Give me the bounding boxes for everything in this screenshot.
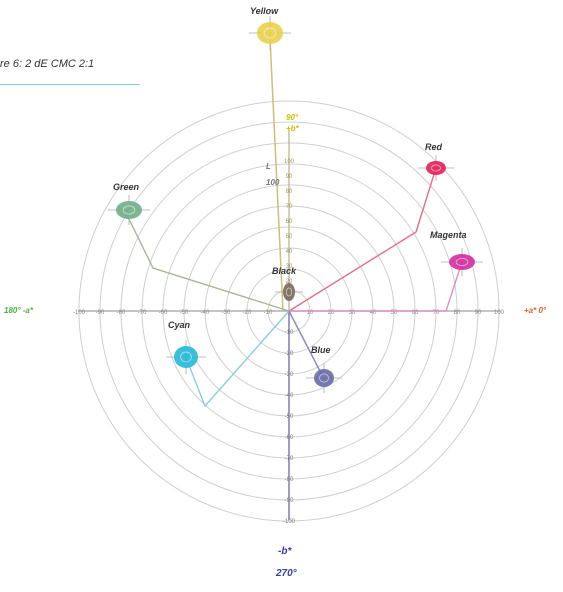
b-axis-tick-label: -40 bbox=[285, 393, 294, 399]
cyan-connector-line bbox=[184, 310, 290, 408]
a-axis-tick-label: 50 bbox=[391, 310, 398, 316]
black-label: Black bbox=[272, 266, 297, 276]
magenta-ellipse-inner bbox=[455, 257, 469, 266]
blue-ellipse-inner bbox=[319, 373, 329, 383]
b-axis-pos-tick-label: 30 bbox=[286, 264, 293, 270]
a-axis-tick-label: 30 bbox=[349, 310, 356, 316]
a-axis-tick-label: -90 bbox=[96, 310, 105, 316]
cyan-ellipse bbox=[174, 346, 198, 368]
red-ellipse-inner bbox=[431, 164, 441, 172]
b-axis-tick-label: -70 bbox=[285, 456, 294, 462]
left-axis-label: 180° -a* bbox=[4, 306, 33, 315]
top-tick-bplus: +b* bbox=[286, 124, 299, 133]
blue-ellipse bbox=[314, 369, 334, 387]
b-axis-pos-tick-label: 70 bbox=[286, 204, 293, 210]
b-axis-tick-label: -100 bbox=[283, 519, 296, 525]
blue-label: Blue bbox=[311, 345, 331, 355]
green-connector-line bbox=[125, 212, 290, 312]
b-axis-tick-label: -90 bbox=[285, 498, 294, 504]
yellow-ellipse-inner bbox=[263, 27, 277, 39]
yellow-label: Yellow bbox=[250, 6, 279, 16]
l-axis-label: L bbox=[266, 162, 271, 171]
a-axis-tick-label: 10 bbox=[307, 310, 314, 316]
bottom-angle-label: 270° bbox=[276, 568, 297, 579]
black-ellipse bbox=[283, 283, 295, 301]
a-axis-tick-label: -60 bbox=[159, 310, 168, 316]
a-axis-tick-label: -100 bbox=[73, 310, 86, 316]
b-axis-pos-tick-label: 40 bbox=[286, 249, 293, 255]
a-axis-tick-label: -50 bbox=[180, 310, 189, 316]
a-axis-tick-label: 90 bbox=[475, 310, 482, 316]
b-axis-tick-label: -60 bbox=[285, 435, 294, 441]
a-axis-tick-label: 40 bbox=[370, 310, 377, 316]
b-axis-pos-tick-label: 50 bbox=[286, 234, 293, 240]
b-axis-pos-tick-label: 100 bbox=[284, 159, 295, 165]
b-axis-tick-label: -20 bbox=[285, 351, 294, 357]
top-tick-90: 90° bbox=[286, 113, 299, 122]
caption-divider bbox=[0, 84, 140, 85]
b-axis-tick-label: -50 bbox=[285, 414, 294, 420]
b-axis-tick-label: -30 bbox=[285, 372, 294, 378]
a-axis-tick-label: -80 bbox=[117, 310, 126, 316]
red-ellipse bbox=[426, 161, 446, 175]
a-axis-tick-label: 20 bbox=[328, 310, 335, 316]
yellow-lightness-line bbox=[269, 37, 284, 312]
l-axis-value: 100 bbox=[266, 178, 280, 187]
a-axis-tick-label: 80 bbox=[454, 310, 461, 316]
magenta-label: Magenta bbox=[430, 230, 467, 240]
magenta-connector-line bbox=[289, 261, 463, 312]
red-label: Red bbox=[425, 142, 443, 152]
b-axis-pos-tick-label: 80 bbox=[286, 189, 293, 195]
green-ellipse bbox=[116, 201, 142, 219]
right-axis-label: +a* 0° bbox=[524, 306, 547, 315]
a-axis-tick-label: -10 bbox=[264, 310, 273, 316]
a-axis-tick-label: -20 bbox=[243, 310, 252, 316]
b-axis-pos-tick-label: 90 bbox=[286, 174, 293, 180]
b-axis-pos-tick-label: 60 bbox=[286, 219, 293, 225]
cyan-label: Cyan bbox=[168, 320, 191, 330]
a-axis-tick-label: 70 bbox=[433, 310, 440, 316]
a-axis-tick-label: -30 bbox=[222, 310, 231, 316]
b-axis-tick-label: -80 bbox=[285, 477, 294, 483]
cyan-ellipse-inner bbox=[180, 351, 192, 363]
green-label: Green bbox=[113, 182, 140, 192]
red-connector-line bbox=[288, 167, 437, 312]
b-axis-tick-label: -10 bbox=[285, 330, 294, 336]
bottom-axis-label: -b* bbox=[278, 546, 292, 557]
a-axis-tick-label: -40 bbox=[201, 310, 210, 316]
green-ellipse-inner bbox=[122, 205, 136, 215]
magenta-ellipse bbox=[449, 254, 475, 270]
blue-connector-line bbox=[288, 310, 323, 376]
a-axis-tick-label: -70 bbox=[138, 310, 147, 316]
black-ellipse-inner bbox=[285, 287, 293, 297]
a-axis-tick-label: 100 bbox=[494, 310, 505, 316]
yellow-ellipse bbox=[257, 22, 283, 44]
figure-caption: re 6: 2 dE CMC 2:1 bbox=[0, 58, 95, 70]
a-axis-tick-label: 60 bbox=[412, 310, 419, 316]
